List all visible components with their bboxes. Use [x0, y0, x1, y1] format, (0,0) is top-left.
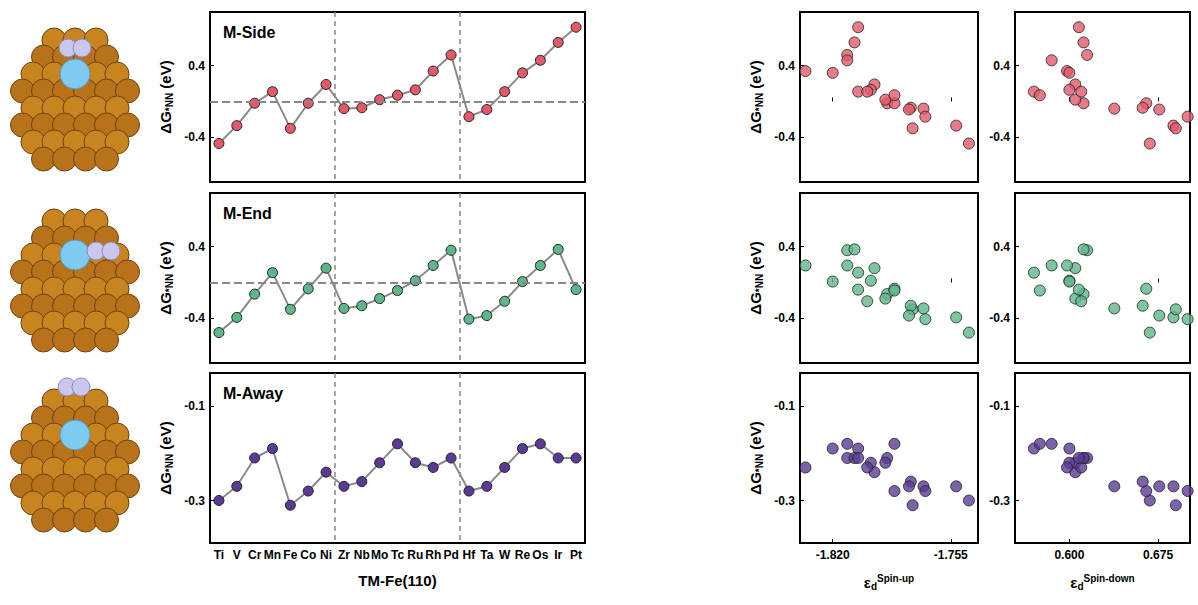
- svg-text:ΔG: ΔG: [747, 111, 764, 133]
- svg-text:*NN: *NN: [164, 274, 175, 292]
- svg-text:-1.755: -1.755: [934, 548, 968, 562]
- svg-text:Hf: Hf: [463, 548, 477, 562]
- svg-text:Fe: Fe: [283, 548, 297, 562]
- svg-text:Mo: Mo: [371, 548, 388, 562]
- svg-text:-0.1: -0.1: [184, 399, 205, 413]
- svg-text:M-Side: M-Side: [223, 24, 276, 41]
- svg-text:Ru: Ru: [407, 548, 423, 562]
- svg-text:Mn: Mn: [264, 548, 281, 562]
- svg-text:W: W: [499, 548, 511, 562]
- svg-text:ΔG: ΔG: [747, 292, 764, 314]
- svg-text:-0.4: -0.4: [989, 311, 1010, 325]
- svg-text:Co: Co: [300, 548, 316, 562]
- svg-text:Os: Os: [532, 548, 548, 562]
- svg-text:Ti: Ti: [214, 548, 224, 562]
- svg-text:-0.4: -0.4: [774, 311, 795, 325]
- svg-text:TM-Fe(110): TM-Fe(110): [358, 572, 436, 589]
- svg-text:*NN: *NN: [164, 93, 175, 111]
- svg-text:0.675: 0.675: [1143, 548, 1173, 562]
- svg-text:Cr: Cr: [248, 548, 262, 562]
- svg-text:(eV): (eV): [747, 421, 764, 454]
- svg-text:0.4: 0.4: [778, 240, 795, 254]
- svg-text:ΔG: ΔG: [747, 472, 764, 494]
- svg-text:d: d: [1077, 580, 1084, 592]
- svg-text:0.4: 0.4: [778, 59, 795, 73]
- svg-text:d: d: [870, 580, 877, 592]
- svg-text:*NN: *NN: [754, 454, 765, 472]
- svg-text:-1.820: -1.820: [816, 548, 850, 562]
- svg-text:V: V: [233, 548, 241, 562]
- svg-text:ΔG: ΔG: [157, 111, 174, 133]
- svg-text:Nb: Nb: [354, 548, 370, 562]
- svg-text:M-Away: M-Away: [223, 385, 283, 402]
- svg-text:Ir: Ir: [554, 548, 562, 562]
- svg-text:(eV): (eV): [157, 421, 174, 454]
- svg-text:M-End: M-End: [223, 205, 272, 222]
- svg-text:-0.4: -0.4: [774, 130, 795, 144]
- svg-text:Pd: Pd: [443, 548, 458, 562]
- svg-text:(eV): (eV): [157, 60, 174, 93]
- svg-text:*NN: *NN: [754, 93, 765, 111]
- svg-text:-0.4: -0.4: [989, 130, 1010, 144]
- svg-text:Ni: Ni: [320, 548, 332, 562]
- svg-text:0.4: 0.4: [188, 240, 205, 254]
- svg-text:0.4: 0.4: [993, 59, 1010, 73]
- svg-text:Zr: Zr: [338, 548, 350, 562]
- svg-text:Tc: Tc: [391, 548, 404, 562]
- svg-text:-0.3: -0.3: [989, 494, 1010, 508]
- svg-text:-0.4: -0.4: [184, 311, 205, 325]
- svg-text:Re: Re: [515, 548, 531, 562]
- svg-text:ΔG: ΔG: [157, 292, 174, 314]
- svg-text:0.4: 0.4: [993, 240, 1010, 254]
- svg-text:ΔG: ΔG: [157, 472, 174, 494]
- svg-text:Spin-down: Spin-down: [1084, 573, 1135, 584]
- svg-text:(eV): (eV): [747, 60, 764, 93]
- svg-text:(eV): (eV): [157, 241, 174, 274]
- svg-text:Rh: Rh: [425, 548, 441, 562]
- svg-text:Ta: Ta: [480, 548, 493, 562]
- svg-text:ε: ε: [864, 574, 871, 591]
- svg-text:-0.4: -0.4: [184, 130, 205, 144]
- svg-text:ε: ε: [1070, 574, 1077, 591]
- svg-text:(eV): (eV): [747, 241, 764, 274]
- svg-text:Pt: Pt: [570, 548, 582, 562]
- svg-text:-0.3: -0.3: [184, 494, 205, 508]
- svg-text:-0.1: -0.1: [774, 399, 795, 413]
- svg-text:Spin-up: Spin-up: [877, 573, 914, 584]
- svg-text:-0.1: -0.1: [989, 399, 1010, 413]
- svg-text:*NN: *NN: [754, 274, 765, 292]
- svg-text:-0.3: -0.3: [774, 494, 795, 508]
- svg-text:*NN: *NN: [164, 454, 175, 472]
- svg-text:0.600: 0.600: [1054, 548, 1084, 562]
- svg-text:0.4: 0.4: [188, 59, 205, 73]
